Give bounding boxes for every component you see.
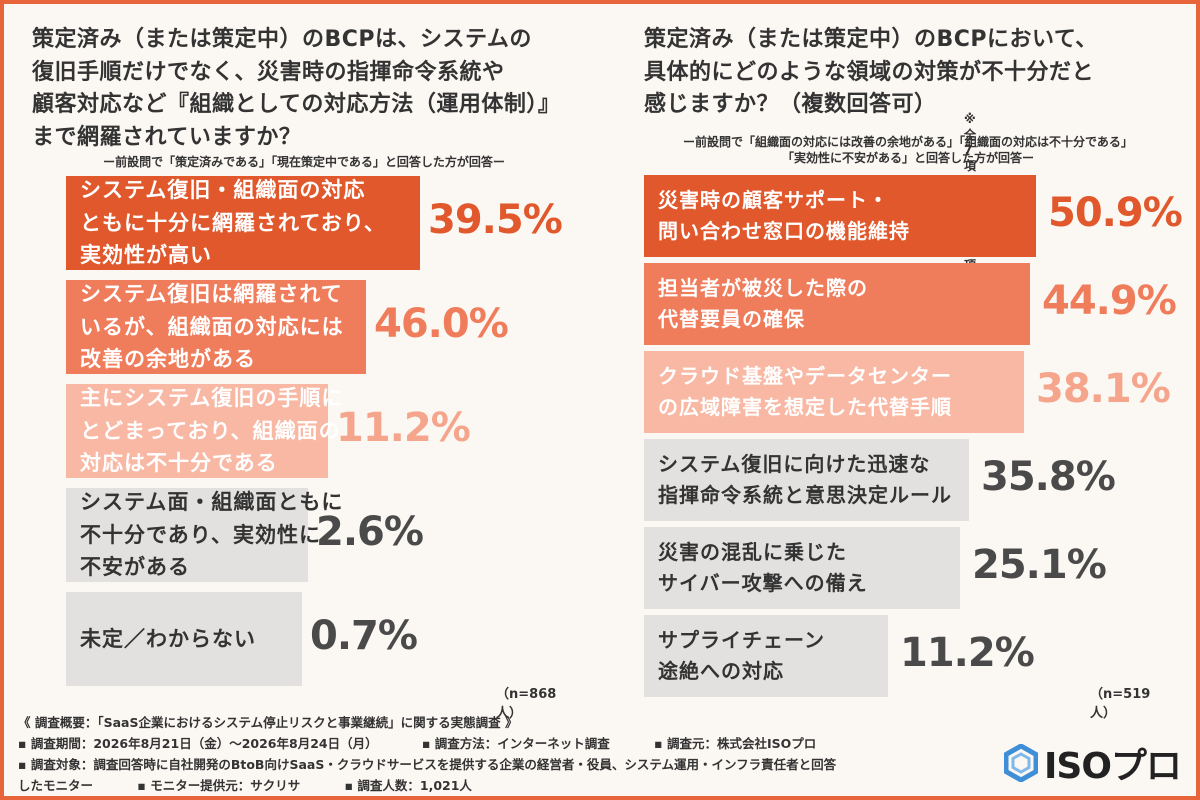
bar-2 — [644, 263, 1030, 345]
bar-1 — [644, 175, 1036, 257]
right-sample-size: （n=519人） — [1090, 687, 1151, 721]
survey-period: ▪ 調査期間：2026年8月21日（金）〜2026年8月24日（月） — [18, 736, 378, 751]
bar-3 — [644, 351, 1024, 433]
survey-provider: ▪ モニター提供元：サクリサ — [137, 778, 301, 793]
survey-overview: 《 調査概要：「SaaS企業におけるシステム停止リスクと事業継続」に関する実態調… — [18, 715, 518, 730]
survey-footer: 《 調査概要：「SaaS企業におけるシステム停止リスクと事業継続」に関する実態調… — [18, 712, 978, 796]
survey-method: ▪ 調査方法：インターネット調査 — [421, 736, 610, 751]
bar-6 — [644, 615, 888, 697]
bar-5 — [66, 592, 302, 686]
infographic-frame: 策定済み（または策定中）のBCPは、システムの 復旧手順だけでなく、災害時の指揮… — [4, 4, 1196, 796]
survey-target-cont: したモニター — [18, 778, 94, 793]
bar-2 — [66, 280, 366, 374]
bar-4 — [644, 439, 969, 521]
survey-meta-row: ▪ 調査期間：2026年8月21日（金）〜2026年8月24日（月） ▪ 調査方… — [18, 733, 978, 754]
left-bar-chart — [66, 176, 420, 686]
left-question-title: 策定済み（または策定中）のBCPは、システムの 復旧手順だけでなく、災害時の指揮… — [32, 27, 561, 150]
right-question-title: 策定済み（または策定中）のBCPにおいて、 具体的にどのような領域の対策が不十分… — [644, 27, 1098, 118]
survey-count: ▪ 調査人数：1,021人 — [344, 778, 472, 793]
bar-5 — [644, 527, 960, 609]
right-question-subtitle: ー前設問で「組織面の対応には改善の余地がある」「組織面の対応は不十分である」 「… — [683, 135, 1133, 166]
brand-logo: ISOプロ — [1004, 741, 1182, 787]
brand-logo-text: ISOプロ — [1044, 746, 1182, 787]
left-question-subtitle: ー前設問で「策定済みである」「現在策定中である」と回答した方が回答ー — [103, 155, 505, 169]
bar-3 — [66, 384, 328, 478]
bar-4 — [66, 488, 308, 582]
survey-target: ▪ 調査対象：調査回答時に自社開発のBtoB向けSaaS・クラウドサービスを提供… — [18, 757, 837, 772]
left-sample-size: （n=868人） — [496, 687, 557, 721]
survey-source: ▪ 調査元：株式会社ISOプロ — [654, 736, 817, 751]
hexagon-logo-icon — [1004, 744, 1038, 782]
survey-meta-row-2: したモニター ▪ モニター提供元：サクリサ ▪ 調査人数：1,021人 — [18, 775, 978, 796]
right-bar-chart — [644, 175, 1036, 697]
bar-1 — [66, 176, 420, 270]
